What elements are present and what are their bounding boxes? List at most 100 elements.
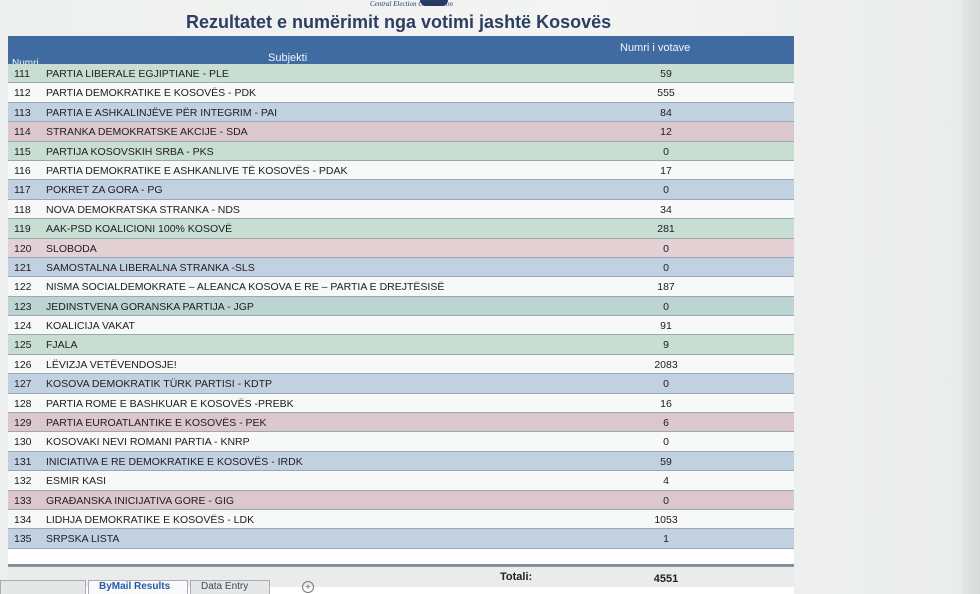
row-subject: LIDHJA DEMOKRATIKE E KOSOVËS - LDK: [46, 513, 255, 526]
table-row[interactable]: 121 SAMOSTALNA LIBERALNA STRANKA -SLS 0: [8, 257, 794, 278]
row-subject: KOSOVA DEMOKRATIK TÜRK PARTISI - KDTP: [46, 378, 272, 391]
tab-bymail-results[interactable]: ByMail Results: [88, 580, 188, 594]
row-subject: PARTIA E ASHKALINJËVE PËR INTEGRIM - PAI: [46, 106, 278, 119]
table-row[interactable]: 125 FJALA 9: [8, 335, 794, 355]
row-subject: ESMIR KASI: [46, 475, 107, 488]
row-votes: 1053: [654, 513, 678, 526]
table-row[interactable]: 129 PARTIA EUROATLANTIKE E KOSOVËS - PEK 6: [8, 413, 794, 433]
row-votes: 59: [660, 455, 672, 468]
column-header-subject[interactable]: Subjekti: [268, 52, 308, 64]
row-votes: 9: [663, 339, 669, 352]
total-value[interactable]: 4551: [653, 573, 679, 585]
table-row[interactable]: 123 JEDINSTVENA GORANSKA PARTIJA - JGP 0: [8, 296, 794, 317]
row-number: 116: [14, 164, 31, 177]
row-subject: PARTIJA KOSOVSKIH SRBA - PKS: [46, 145, 214, 158]
row-number: 129: [14, 417, 32, 430]
add-sheet-icon[interactable]: +: [302, 581, 314, 593]
table-row[interactable]: 133 GRAĐANSKA INICIJATIVA GORE - GIG 0: [8, 490, 794, 510]
table-row[interactable]: 127 KOSOVA DEMOKRATIK TÜRK PARTISI - KDTP…: [8, 374, 794, 394]
table-row[interactable]: 134 LIDHJA DEMOKRATIKE E KOSOVËS - LDK 105…: [8, 509, 794, 530]
table-row[interactable]: 112 PARTIA DEMOKRATIKE E KOSOVËS - PDK 555: [8, 83, 794, 103]
row-number: 121: [14, 261, 32, 274]
row-number: 117: [14, 184, 31, 197]
banner-text: Central Election Commission: [370, 0, 453, 8]
row-subject: STRANKA DEMOKRATSKE AKCIJE - SDA: [46, 126, 248, 139]
row-votes: 187: [657, 281, 675, 294]
row-subject: NOVA DEMOKRATSKA STRANKA - NDS: [46, 203, 240, 216]
row-number: 115: [14, 145, 31, 158]
row-number: 127: [14, 378, 32, 391]
table-row[interactable]: 111 PARTIA LIBERALE EGJIPTIANE - PLE 59: [8, 64, 794, 84]
table-row[interactable]: 117 POKRET ZA GORA - PG 0: [8, 180, 794, 200]
row-subject: INICIATIVA E RE DEMOKRATIKE E KOSOVËS - …: [46, 455, 303, 468]
row-subject: POKRET ZA GORA - PG: [46, 184, 163, 197]
row-votes: 0: [663, 494, 669, 507]
row-votes: 6: [663, 417, 669, 430]
row-number: 122: [14, 281, 32, 294]
table-row[interactable]: 128 PARTIA ROME E BASHKUAR E KOSOVËS -PRE…: [8, 393, 794, 414]
row-number: 126: [14, 358, 32, 371]
row-subject: SAMOSTALNA LIBERALNA STRANKA -SLS: [46, 261, 255, 274]
row-subject: SLOBODA: [46, 242, 97, 255]
row-subject: PARTIA ROME E BASHKUAR E KOSOVËS -PREBK: [46, 397, 294, 410]
commission-logo: [420, 0, 448, 6]
table-row[interactable]: 122 NISMA SOCIALDEMOKRATE – ALEANCA KOSOV…: [8, 277, 794, 297]
row-subject: PARTIA EUROATLANTIKE E KOSOVËS - PEK: [46, 417, 267, 430]
row-number: 132: [14, 475, 32, 488]
row-number: 114: [14, 126, 31, 139]
table-row[interactable]: 118 NOVA DEMOKRATSKA STRANKA - NDS 34: [8, 199, 794, 220]
row-number: 118: [14, 203, 31, 216]
page-title: Rezultatet e numërimit nga votimi jashtë…: [186, 12, 612, 32]
row-subject: SRPSKA LISTA: [46, 533, 120, 546]
table-header: Numri Subjekti Numri i votave: [8, 36, 794, 69]
tab-blank[interactable]: [0, 580, 86, 594]
table-row[interactable]: 113 PARTIA E ASHKALINJËVE PËR INTEGRIM - …: [8, 102, 794, 123]
row-number: 111: [14, 68, 30, 80]
table-row[interactable]: 124 KOALICIJA VAKAT 91: [8, 316, 794, 336]
row-number: 128: [14, 397, 32, 410]
row-subject: AAK-PSD KOALICIONI 100% KOSOVË: [46, 223, 233, 236]
row-votes: 4: [663, 475, 669, 488]
row-subject: GRAĐANSKA INICIJATIVA GORE - GIG: [46, 494, 235, 507]
total-divider: [8, 564, 794, 566]
row-subject: PARTIA DEMOKRATIKE E ASHKANLIVE TË KOSOV…: [46, 164, 348, 177]
table-row[interactable]: 132 ESMIR KASI 4: [8, 471, 794, 491]
tab-data-entry[interactable]: Data Entry: [190, 580, 270, 594]
table-row[interactable]: 120 SLOBODA 0: [8, 238, 794, 258]
table-row[interactable]: 115 PARTIJA KOSOVSKIH SRBA - PKS 0: [8, 141, 794, 161]
row-votes: 0: [663, 378, 669, 391]
table-row[interactable]: 135 SRPSKA LISTA 1: [8, 529, 794, 549]
row-number: 133: [14, 494, 32, 507]
row-subject: PARTIA DEMOKRATIKE E KOSOVËS - PDK: [46, 87, 257, 100]
table-row[interactable]: 119 AAK-PSD KOALICIONI 100% KOSOVË 281: [8, 219, 794, 239]
row-votes: 0: [663, 184, 669, 197]
row-number: 134: [14, 513, 32, 526]
column-header-votes[interactable]: Numri i votave: [620, 42, 691, 54]
row-votes: 16: [660, 397, 672, 410]
row-subject: JEDINSTVENA GORANSKA PARTIJA - JGP: [46, 300, 254, 313]
row-votes: 2083: [654, 358, 678, 371]
row-votes: 91: [660, 320, 672, 333]
row-votes: 0: [663, 242, 669, 255]
table-row[interactable]: 116 PARTIA DEMOKRATIKE E ASHKANLIVE TË KO…: [8, 160, 794, 181]
table-row[interactable]: 130 KOSOVAKI NEVI ROMANI PARTIA - KNRP 0: [8, 432, 794, 452]
table-row[interactable]: 114 STRANKA DEMOKRATSKE AKCIJE - SDA 12: [8, 122, 794, 142]
row-subject: LËVIZJA VETËVENDOSJE!: [46, 358, 177, 371]
table-row[interactable]: 126 LËVIZJA VETËVENDOSJE! 2083: [8, 354, 794, 375]
row-subject: KOALICIJA VAKAT: [46, 320, 135, 333]
table-row[interactable]: 131 INICIATIVA E RE DEMOKRATIKE E KOSOVËS…: [8, 451, 794, 472]
row-votes: 34: [660, 203, 672, 216]
column-header-nr[interactable]: Numri: [12, 58, 39, 69]
row-number: 135: [14, 533, 32, 546]
window-edge: [962, 0, 980, 594]
sheet-tabs: ByMail Results Data Entry +: [0, 580, 980, 594]
row-votes: 0: [663, 261, 669, 274]
row-votes: 1: [663, 533, 669, 546]
row-number: 113: [14, 106, 31, 119]
row-number: 130: [14, 436, 32, 449]
row-number: 123: [14, 300, 32, 313]
total-label: Totali:: [500, 571, 533, 583]
table-body: 111 PARTIA LIBERALE EGJIPTIANE - PLE 59 1 12…: [8, 64, 794, 549]
row-votes: 84: [660, 106, 672, 119]
row-votes: 555: [657, 87, 675, 100]
